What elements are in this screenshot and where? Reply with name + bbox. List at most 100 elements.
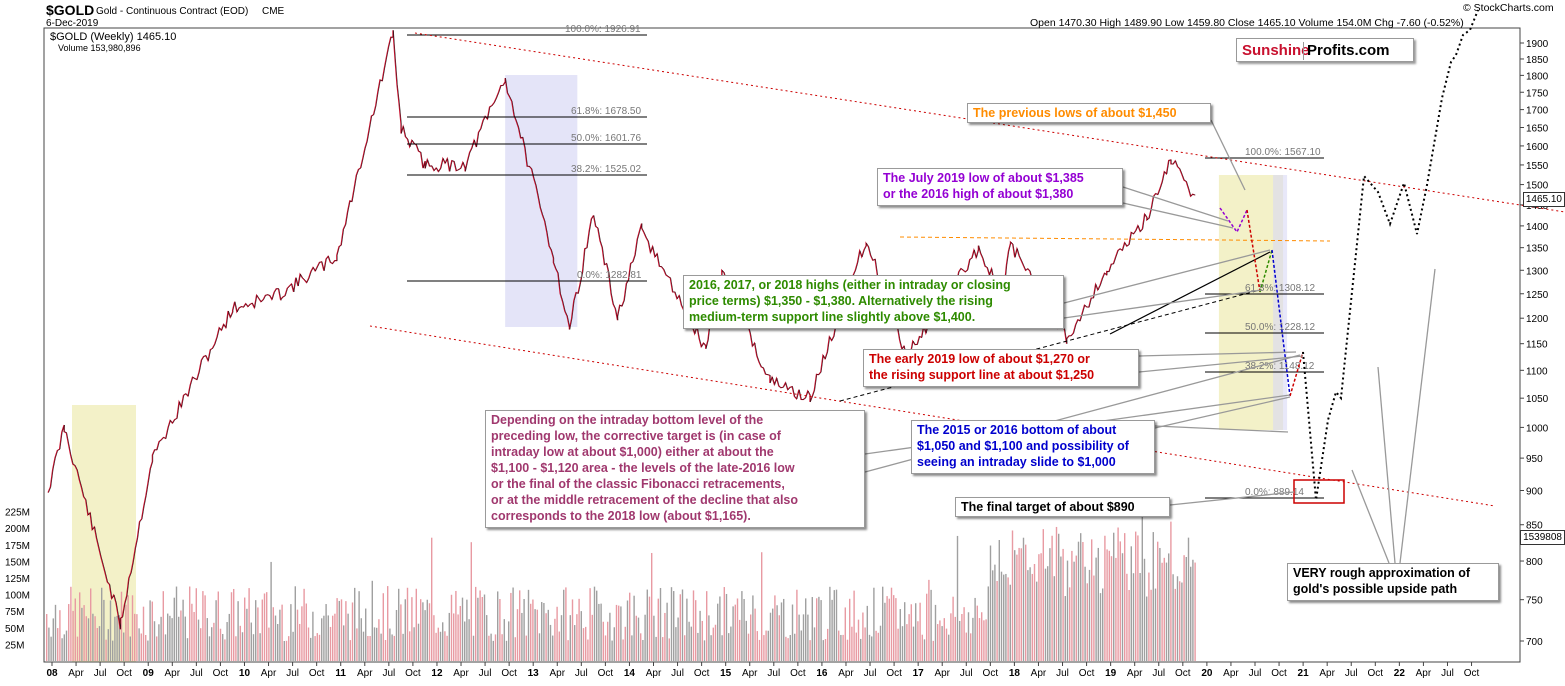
volume-tick-label: 200M — [5, 524, 30, 535]
volume-bar — [596, 590, 598, 661]
volume-tick-label: 175M — [5, 541, 30, 552]
volume-tick-label: 75M — [5, 607, 24, 618]
volume-bar — [653, 615, 655, 661]
pointer-final — [1169, 491, 1295, 506]
x-tick-label: Apr — [1319, 668, 1335, 679]
volume-bar — [532, 599, 534, 661]
volume-bar — [349, 640, 351, 661]
volume-bar — [582, 628, 585, 661]
volume-bar — [197, 619, 200, 661]
volume-bar — [811, 597, 813, 661]
volume-bar — [679, 594, 681, 661]
volume-bar — [519, 590, 521, 661]
volume-bar — [919, 602, 921, 661]
volume-bar — [404, 599, 406, 661]
volume-bar — [112, 640, 114, 661]
path-green — [1259, 249, 1273, 293]
x-tick-label: Apr — [934, 668, 950, 679]
volume-bar — [94, 616, 96, 661]
volume-tick-label: 100M — [5, 591, 30, 602]
volume-bar — [338, 600, 340, 661]
volume-bar — [569, 615, 571, 661]
volume-bar — [1064, 596, 1066, 661]
volume-bar — [530, 603, 532, 661]
volume-bar — [74, 598, 76, 661]
volume-bar — [1016, 554, 1018, 661]
volume-bar — [76, 636, 79, 661]
volume-bar — [239, 625, 241, 661]
volume-bar — [978, 618, 981, 661]
chart-description: Gold - Continuous Contract (EOD) — [96, 6, 249, 17]
volume-bar — [824, 639, 827, 661]
volume-bar — [274, 615, 277, 661]
volume-bar — [171, 618, 173, 661]
volume-bar — [72, 610, 74, 661]
volume-bar — [523, 599, 525, 661]
x-tick-label: 10 — [239, 668, 251, 679]
volume-bar — [851, 626, 853, 661]
volume-bar — [853, 590, 855, 661]
volume-bar — [195, 588, 197, 661]
x-tick-label: Oct — [1368, 668, 1384, 679]
callout-depending-line-5: or the final of the classic Fibonacci re… — [491, 477, 785, 491]
x-tick-label: 15 — [720, 668, 732, 679]
volume-bar — [954, 616, 956, 661]
volume-bar — [131, 595, 134, 661]
volume-bar — [545, 613, 547, 661]
volume-bar — [191, 603, 193, 661]
volume-bar — [730, 626, 732, 661]
volume-bar — [580, 611, 582, 661]
path-blue — [1271, 249, 1291, 397]
volume-bar — [259, 633, 261, 661]
volume-bar — [651, 552, 653, 661]
volume-bar — [54, 604, 57, 661]
volume-bar — [624, 626, 626, 661]
volume-bar — [1086, 583, 1088, 661]
x-tick-label: Jul — [671, 668, 684, 679]
volume-bar — [937, 624, 939, 661]
volume-bar — [604, 635, 607, 661]
volume-bar — [785, 636, 787, 661]
pointer-early-1 — [1138, 351, 1297, 357]
volume-bar — [208, 636, 211, 661]
volume-bar — [862, 612, 864, 661]
volume-bar — [959, 620, 961, 661]
y-tick-label: 1300 — [1526, 266, 1549, 277]
callout-depending-line-4: $1,100 - $1,120 area - the levels of the… — [491, 461, 795, 475]
shade-2020-box — [1218, 175, 1284, 430]
fib-2011-label: 61.8%: 1678.50 — [571, 106, 641, 117]
x-tick-label: Apr — [68, 668, 84, 679]
volume-bar — [1176, 576, 1179, 661]
volume-bar — [83, 605, 85, 661]
volume-bar — [340, 599, 343, 661]
volume-bar — [464, 621, 466, 661]
pointer-upside-1 — [1399, 268, 1436, 564]
volume-bar — [670, 587, 673, 661]
volume-bar — [736, 598, 739, 661]
volume-bar — [734, 604, 736, 661]
x-tick-label: Oct — [309, 668, 325, 679]
volume-bar — [1106, 549, 1108, 661]
volume-bar — [63, 634, 65, 661]
volume-bar — [402, 633, 404, 661]
x-tick-label: Jul — [1152, 668, 1165, 679]
volume-bar — [1135, 531, 1137, 661]
volume-bar — [780, 602, 783, 661]
volume-bar — [752, 595, 754, 661]
volume-bar — [897, 628, 899, 661]
volume-bar — [325, 604, 327, 661]
volume-bar — [838, 630, 840, 661]
x-tick-label: Apr — [1223, 668, 1239, 679]
volume-bar — [123, 632, 125, 661]
volume-bar — [732, 606, 734, 661]
volume-bar — [307, 627, 310, 661]
volume-bar — [1005, 573, 1007, 661]
volume-bar — [156, 636, 158, 661]
x-tick-label: Apr — [1127, 668, 1143, 679]
volume-bar — [90, 588, 92, 661]
path-purple — [1219, 207, 1248, 234]
volume-bar — [371, 580, 373, 661]
volume-bar — [1003, 574, 1005, 661]
volume-bar — [571, 599, 574, 661]
volume-bar — [668, 638, 670, 661]
